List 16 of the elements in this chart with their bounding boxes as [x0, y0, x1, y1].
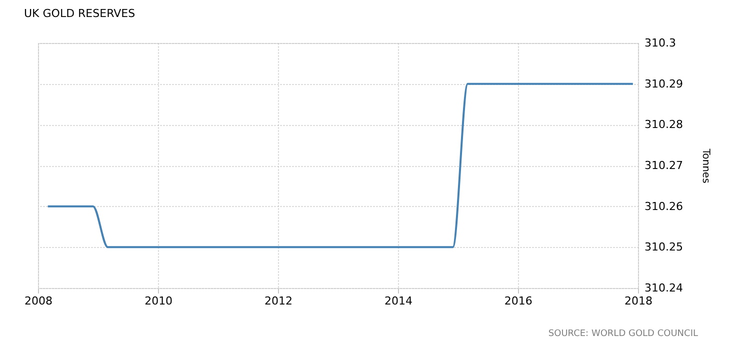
y-tick-label: 310.24	[644, 282, 683, 294]
y-axis-title: Tonnes	[700, 148, 711, 184]
chart-title: UK GOLD RESERVES	[24, 7, 136, 20]
source-note: SOURCE: WORLD GOLD COUNCIL	[548, 329, 698, 339]
x-tick-label: 2008	[24, 294, 52, 308]
x-tick-label: 2018	[624, 294, 652, 308]
y-tick-label: 310.25	[644, 240, 683, 254]
y-tick-label: 310.26	[644, 200, 683, 213]
x-tick-label: 2010	[144, 294, 173, 308]
x-tick-label: 2012	[264, 294, 292, 308]
x-tick-label: 2014	[384, 294, 413, 308]
y-tick-label: 310.3	[644, 36, 676, 50]
y-tick-label: 310.28	[644, 118, 683, 132]
y-tick-label: 310.29	[644, 77, 683, 90]
x-tick-label: 2016	[504, 294, 532, 308]
y-tick-label: 310.27	[644, 159, 683, 172]
